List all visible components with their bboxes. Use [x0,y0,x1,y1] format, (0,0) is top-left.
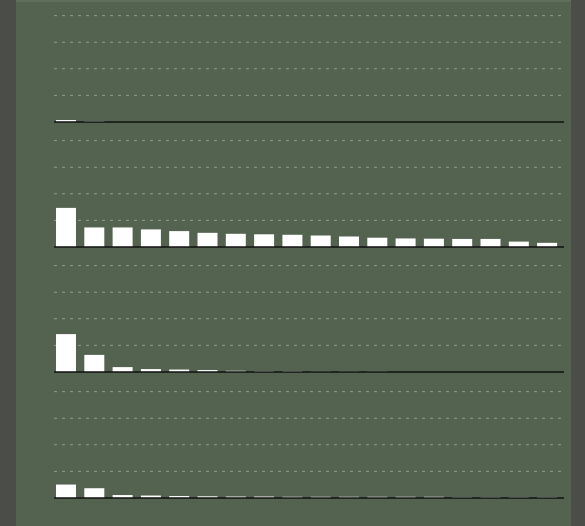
bar [225,233,246,247]
bar [197,496,218,498]
bar [282,234,303,247]
bar [480,238,501,247]
bar [452,238,473,247]
bar [84,488,105,498]
bar [197,232,218,247]
bar [140,495,161,498]
bar [169,369,190,372]
bar [140,369,161,372]
bar [169,496,190,498]
bar [112,495,133,498]
panel-top-edge [16,0,571,2]
chart-panel [16,0,571,526]
bar [254,496,275,498]
bar [537,242,558,247]
bar [508,241,529,247]
bar [140,229,161,247]
bar [310,235,331,247]
bar [254,234,275,247]
bar [367,237,388,247]
bar [197,370,218,372]
bar [395,238,416,247]
bar [56,334,76,372]
bar [56,207,76,247]
bar [169,231,190,247]
bar [84,354,105,372]
bar [56,484,76,498]
bar [423,238,444,247]
bar [56,120,76,122]
bar [112,367,133,372]
bar [84,227,105,247]
bar [339,236,359,247]
bar [112,227,133,247]
bar [225,496,246,498]
